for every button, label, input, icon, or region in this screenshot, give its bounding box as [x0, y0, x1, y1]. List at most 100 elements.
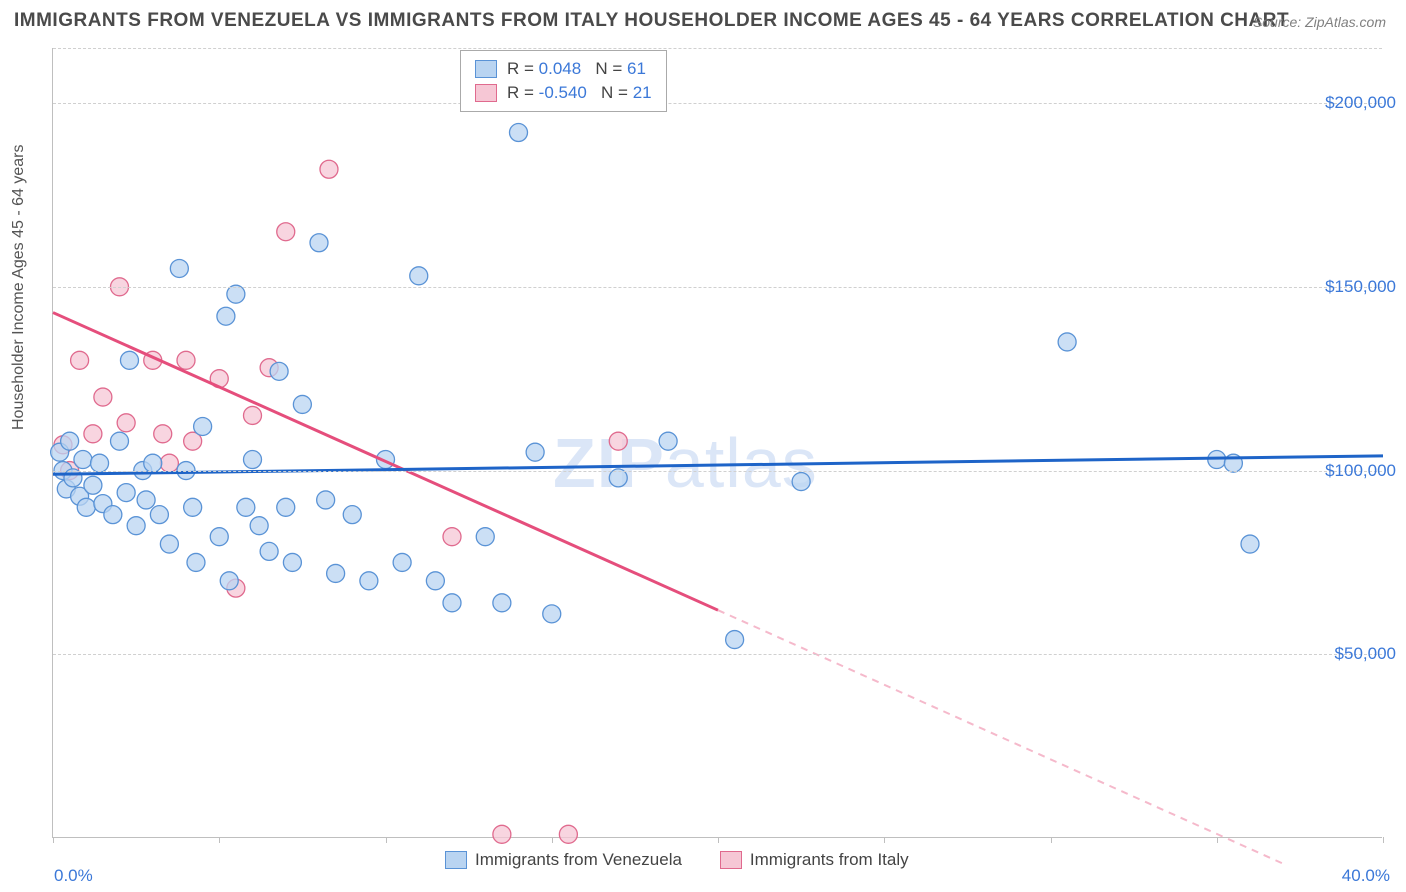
data-point	[120, 351, 138, 369]
chart-title: IMMIGRANTS FROM VENEZUELA VS IMMIGRANTS …	[14, 10, 1289, 32]
legend-swatch	[445, 851, 467, 869]
data-point	[393, 553, 411, 571]
data-point	[792, 473, 810, 491]
data-point	[144, 454, 162, 472]
stats-legend-row: R = 0.048 N = 61	[475, 57, 652, 81]
gridline-h	[53, 287, 1382, 288]
data-point	[609, 469, 627, 487]
data-point	[84, 425, 102, 443]
legend-swatch	[475, 60, 497, 78]
data-point	[77, 498, 95, 516]
data-point	[250, 517, 268, 535]
x-tick-mark	[53, 837, 54, 843]
x-tick-mark	[219, 837, 220, 843]
data-point	[104, 506, 122, 524]
data-point	[410, 267, 428, 285]
data-point	[220, 572, 238, 590]
data-point	[84, 476, 102, 494]
series-legend-label: Immigrants from Italy	[750, 850, 909, 870]
gridline-h	[53, 103, 1382, 104]
data-point	[493, 594, 511, 612]
data-point	[277, 498, 295, 516]
data-point	[170, 259, 188, 277]
data-point	[61, 432, 79, 450]
x-tick-mark	[552, 837, 553, 843]
chart-plot-area: ZIPatlas	[52, 48, 1382, 838]
gridline-h	[53, 471, 1382, 472]
x-tick-min: 0.0%	[54, 866, 93, 886]
data-point	[74, 451, 92, 469]
data-point	[283, 553, 301, 571]
data-point	[160, 535, 178, 553]
data-point	[187, 553, 205, 571]
data-point	[117, 414, 135, 432]
x-tick-mark	[718, 837, 719, 843]
legend-swatch	[720, 851, 742, 869]
data-point	[194, 417, 212, 435]
data-point	[64, 469, 82, 487]
data-point	[111, 432, 129, 450]
data-point	[360, 572, 378, 590]
data-point	[127, 517, 145, 535]
data-point	[150, 506, 168, 524]
y-tick-label: $50,000	[1335, 644, 1396, 664]
data-point	[94, 388, 112, 406]
data-point	[526, 443, 544, 461]
data-point	[260, 542, 278, 560]
data-point	[137, 491, 155, 509]
data-point	[237, 498, 255, 516]
x-tick-mark	[1217, 837, 1218, 843]
data-point	[293, 395, 311, 413]
data-point	[184, 498, 202, 516]
data-point	[210, 528, 228, 546]
gridline-h	[53, 654, 1382, 655]
y-tick-label: $150,000	[1325, 277, 1396, 297]
x-tick-mark	[1383, 837, 1384, 843]
data-point	[443, 528, 461, 546]
data-point	[310, 234, 328, 252]
data-point	[327, 564, 345, 582]
legend-swatch	[475, 84, 497, 102]
data-point	[277, 223, 295, 241]
data-point	[71, 351, 89, 369]
data-point	[117, 484, 135, 502]
data-point	[1241, 535, 1259, 553]
y-tick-label: $100,000	[1325, 461, 1396, 481]
data-point	[270, 362, 288, 380]
data-point	[244, 406, 262, 424]
data-point	[510, 124, 528, 142]
trend-line	[718, 610, 1283, 864]
data-point	[160, 454, 178, 472]
stats-legend-text: R = -0.540 N = 21	[507, 81, 652, 105]
series-legend-item: Immigrants from Venezuela	[445, 850, 682, 870]
data-point	[726, 631, 744, 649]
data-point	[1058, 333, 1076, 351]
data-point	[154, 425, 172, 443]
source-attribution: Source: ZipAtlas.com	[1253, 14, 1386, 30]
data-point	[227, 285, 245, 303]
series-legend: Immigrants from Venezuela Immigrants from…	[445, 850, 909, 870]
stats-legend-row: R = -0.540 N = 21	[475, 81, 652, 105]
data-point	[659, 432, 677, 450]
data-point	[493, 825, 511, 843]
data-point	[177, 351, 195, 369]
x-tick-mark	[386, 837, 387, 843]
data-point	[559, 825, 577, 843]
stats-legend: R = 0.048 N = 61R = -0.540 N = 21	[460, 50, 667, 112]
x-tick-mark	[884, 837, 885, 843]
chart-svg	[53, 48, 1382, 837]
x-tick-max: 40.0%	[1342, 866, 1390, 886]
data-point	[476, 528, 494, 546]
y-axis-label: Householder Income Ages 45 - 64 years	[10, 145, 28, 431]
data-point	[343, 506, 361, 524]
data-point	[217, 307, 235, 325]
data-point	[320, 160, 338, 178]
data-point	[443, 594, 461, 612]
y-tick-label: $200,000	[1325, 93, 1396, 113]
stats-legend-text: R = 0.048 N = 61	[507, 57, 646, 81]
data-point	[609, 432, 627, 450]
x-tick-mark	[1051, 837, 1052, 843]
data-point	[91, 454, 109, 472]
data-point	[426, 572, 444, 590]
series-legend-label: Immigrants from Venezuela	[475, 850, 682, 870]
